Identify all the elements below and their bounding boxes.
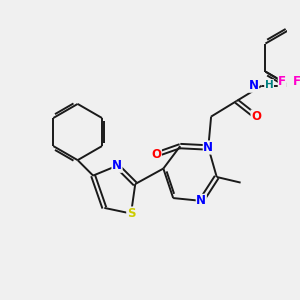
Text: H: H — [265, 80, 273, 90]
Text: F: F — [278, 75, 286, 88]
Text: S: S — [127, 207, 135, 220]
Text: O: O — [151, 148, 161, 161]
Text: N: N — [249, 79, 259, 92]
Text: F: F — [293, 75, 300, 88]
Text: N: N — [112, 159, 122, 172]
Text: N: N — [196, 194, 206, 207]
Text: O: O — [251, 110, 261, 123]
Text: N: N — [203, 141, 213, 154]
